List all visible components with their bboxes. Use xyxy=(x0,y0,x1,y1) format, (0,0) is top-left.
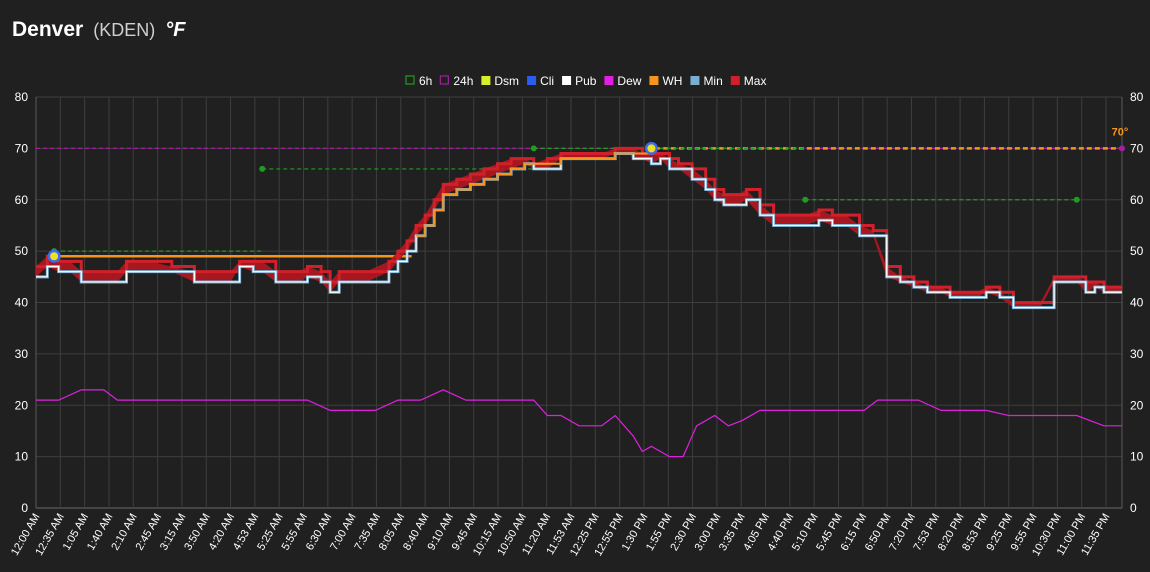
y-axis-right: 0 10 20 30 40 50 60 70 80 xyxy=(1130,90,1144,515)
legend-swatch xyxy=(481,76,491,85)
y-tick-label-right: 60 xyxy=(1130,193,1144,207)
min-line xyxy=(36,152,1122,310)
legend-swatch xyxy=(690,76,700,85)
legend-label: 24h xyxy=(453,74,473,88)
legend-swatch xyxy=(405,75,415,85)
y-tick-label-right: 20 xyxy=(1130,398,1144,412)
legend-item-6h: 6h xyxy=(405,74,432,88)
chart-header: Denver (KDEN) °F xyxy=(12,18,185,42)
legend-swatch xyxy=(562,76,572,85)
city-name: Denver xyxy=(12,18,84,41)
legend-label: Cli xyxy=(540,74,554,88)
reference-lines xyxy=(36,145,1125,258)
wh-line xyxy=(416,152,652,237)
legend-item-dew: Dew xyxy=(604,74,642,88)
station-code: (KDEN) xyxy=(93,20,156,40)
legend-item-max: Max xyxy=(730,74,767,88)
data-series xyxy=(36,146,1122,458)
legend-item-24h: 24h xyxy=(439,74,473,88)
max-annotation: 70° xyxy=(1112,126,1129,138)
legend-swatch xyxy=(649,76,659,85)
y-tick-label-right: 0 xyxy=(1130,501,1137,515)
legend-label: 6h xyxy=(419,74,432,88)
legend-swatch xyxy=(604,76,614,85)
legend-label: Max xyxy=(744,74,767,88)
y-tick-label-right: 30 xyxy=(1130,347,1144,361)
pub-line xyxy=(36,152,1122,309)
legend-item-cli: Cli xyxy=(527,74,554,88)
legend-label: Min xyxy=(703,74,722,88)
max-line xyxy=(36,146,1122,304)
extreme-marker xyxy=(50,252,59,261)
y-tick-label-right: 10 xyxy=(1130,450,1144,464)
dew-line xyxy=(36,389,1122,458)
legend-item-dsm: Dsm xyxy=(481,74,519,88)
y-tick-label: 60 xyxy=(15,193,29,207)
legend-label: Pub xyxy=(575,74,597,88)
y-tick-label: 30 xyxy=(15,347,29,361)
y-tick-label: 10 xyxy=(15,450,29,464)
six-hour-dot xyxy=(1073,196,1080,203)
y-tick-label-right: 40 xyxy=(1130,296,1144,310)
legend-label: Dsm xyxy=(494,74,519,88)
y-tick-label: 0 xyxy=(21,501,28,515)
legend-item-min: Min xyxy=(690,74,723,88)
max-min-band xyxy=(36,148,1122,308)
y-tick-label: 70 xyxy=(15,141,29,155)
y-tick-label-right: 70 xyxy=(1130,141,1144,155)
y-tick-label-right: 80 xyxy=(1130,90,1144,104)
legend-swatch xyxy=(439,75,449,85)
legend-item-wh: WH xyxy=(649,74,682,88)
data-markers xyxy=(47,141,658,263)
y-tick-label-right: 50 xyxy=(1130,244,1144,258)
chart-legend: 6h 24h Dsm Cli Pub Dew WH Min Max xyxy=(405,74,767,88)
legend-label: Dew xyxy=(617,74,641,88)
units-label: °F xyxy=(165,19,186,41)
legend-label: WH xyxy=(662,74,682,88)
y-tick-label: 50 xyxy=(15,244,29,258)
y-tick-label: 40 xyxy=(15,296,29,310)
y-axis-left: 0 10 20 30 40 50 60 70 80 xyxy=(15,90,29,515)
extreme-marker xyxy=(647,144,656,153)
legend-swatch xyxy=(527,76,537,85)
day-dot xyxy=(1119,145,1125,152)
y-tick-label: 20 xyxy=(15,398,29,412)
legend-swatch xyxy=(730,76,740,85)
six-hour-dot xyxy=(259,165,266,172)
six-hour-dot xyxy=(802,196,809,203)
y-tick-label: 80 xyxy=(15,90,29,104)
legend-item-pub: Pub xyxy=(562,74,597,88)
six-hour-dot xyxy=(530,145,537,152)
